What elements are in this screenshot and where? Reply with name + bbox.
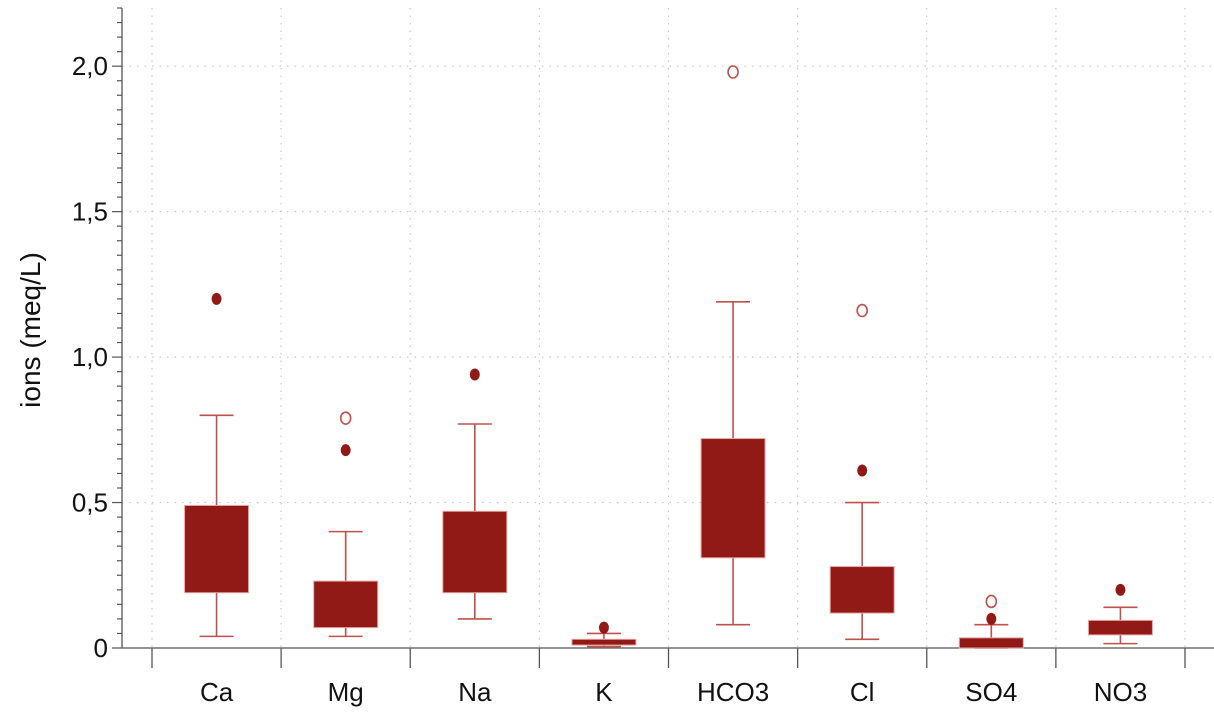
extreme-point [339, 411, 352, 425]
y-axis-title: ions (meq/L) [15, 252, 46, 408]
iqr-box [313, 580, 379, 629]
box-hco3 [700, 65, 766, 626]
box-no3 [1087, 583, 1153, 645]
y-tick-label: 0,5 [72, 488, 108, 518]
axes [112, 7, 1214, 668]
x-tick-label: Cl [850, 677, 875, 707]
outlier-point [986, 612, 997, 625]
iqr-box [1087, 619, 1153, 636]
outlier-point [340, 444, 351, 457]
y-tick-label: 1,5 [72, 197, 108, 227]
box-mg [313, 411, 379, 638]
box-na [442, 368, 508, 620]
box-so4 [958, 594, 1024, 649]
x-tick-label: HCO3 [697, 677, 769, 707]
x-tick-label: SO4 [965, 677, 1017, 707]
iqr-box [958, 637, 1024, 649]
y-tick-label: 0 [94, 633, 108, 663]
boxes [184, 65, 1153, 649]
y-tick-label: 1,0 [72, 342, 108, 372]
iqr-box [571, 638, 637, 646]
x-tick-label: K [595, 677, 613, 707]
iqr-box [700, 438, 766, 559]
outlier-point [857, 464, 868, 477]
x-tick-label: Ca [200, 677, 234, 707]
y-tick-label: 2,0 [72, 51, 108, 81]
outlier-point [211, 292, 222, 305]
box-k [571, 621, 637, 648]
tick-labels: 0 0,5 1,0 1,5 2,0 Ca Mg Na K HCO3 Cl SO4 NO3 [72, 51, 1147, 707]
outlier-point [598, 621, 609, 634]
outlier-point [469, 368, 480, 381]
x-tick-label: Na [458, 677, 492, 707]
iqr-box [184, 504, 250, 594]
extreme-point [856, 303, 868, 318]
iqr-box [829, 566, 895, 614]
grid [122, 8, 1214, 648]
box-ca [184, 292, 250, 638]
x-tick-label: NO3 [1094, 677, 1147, 707]
extreme-point [985, 594, 998, 609]
iqr-box [442, 510, 508, 594]
outlier-point [1115, 583, 1126, 596]
extreme-point [727, 65, 739, 79]
box-cl [829, 303, 895, 641]
x-tick-label: Mg [328, 677, 364, 707]
